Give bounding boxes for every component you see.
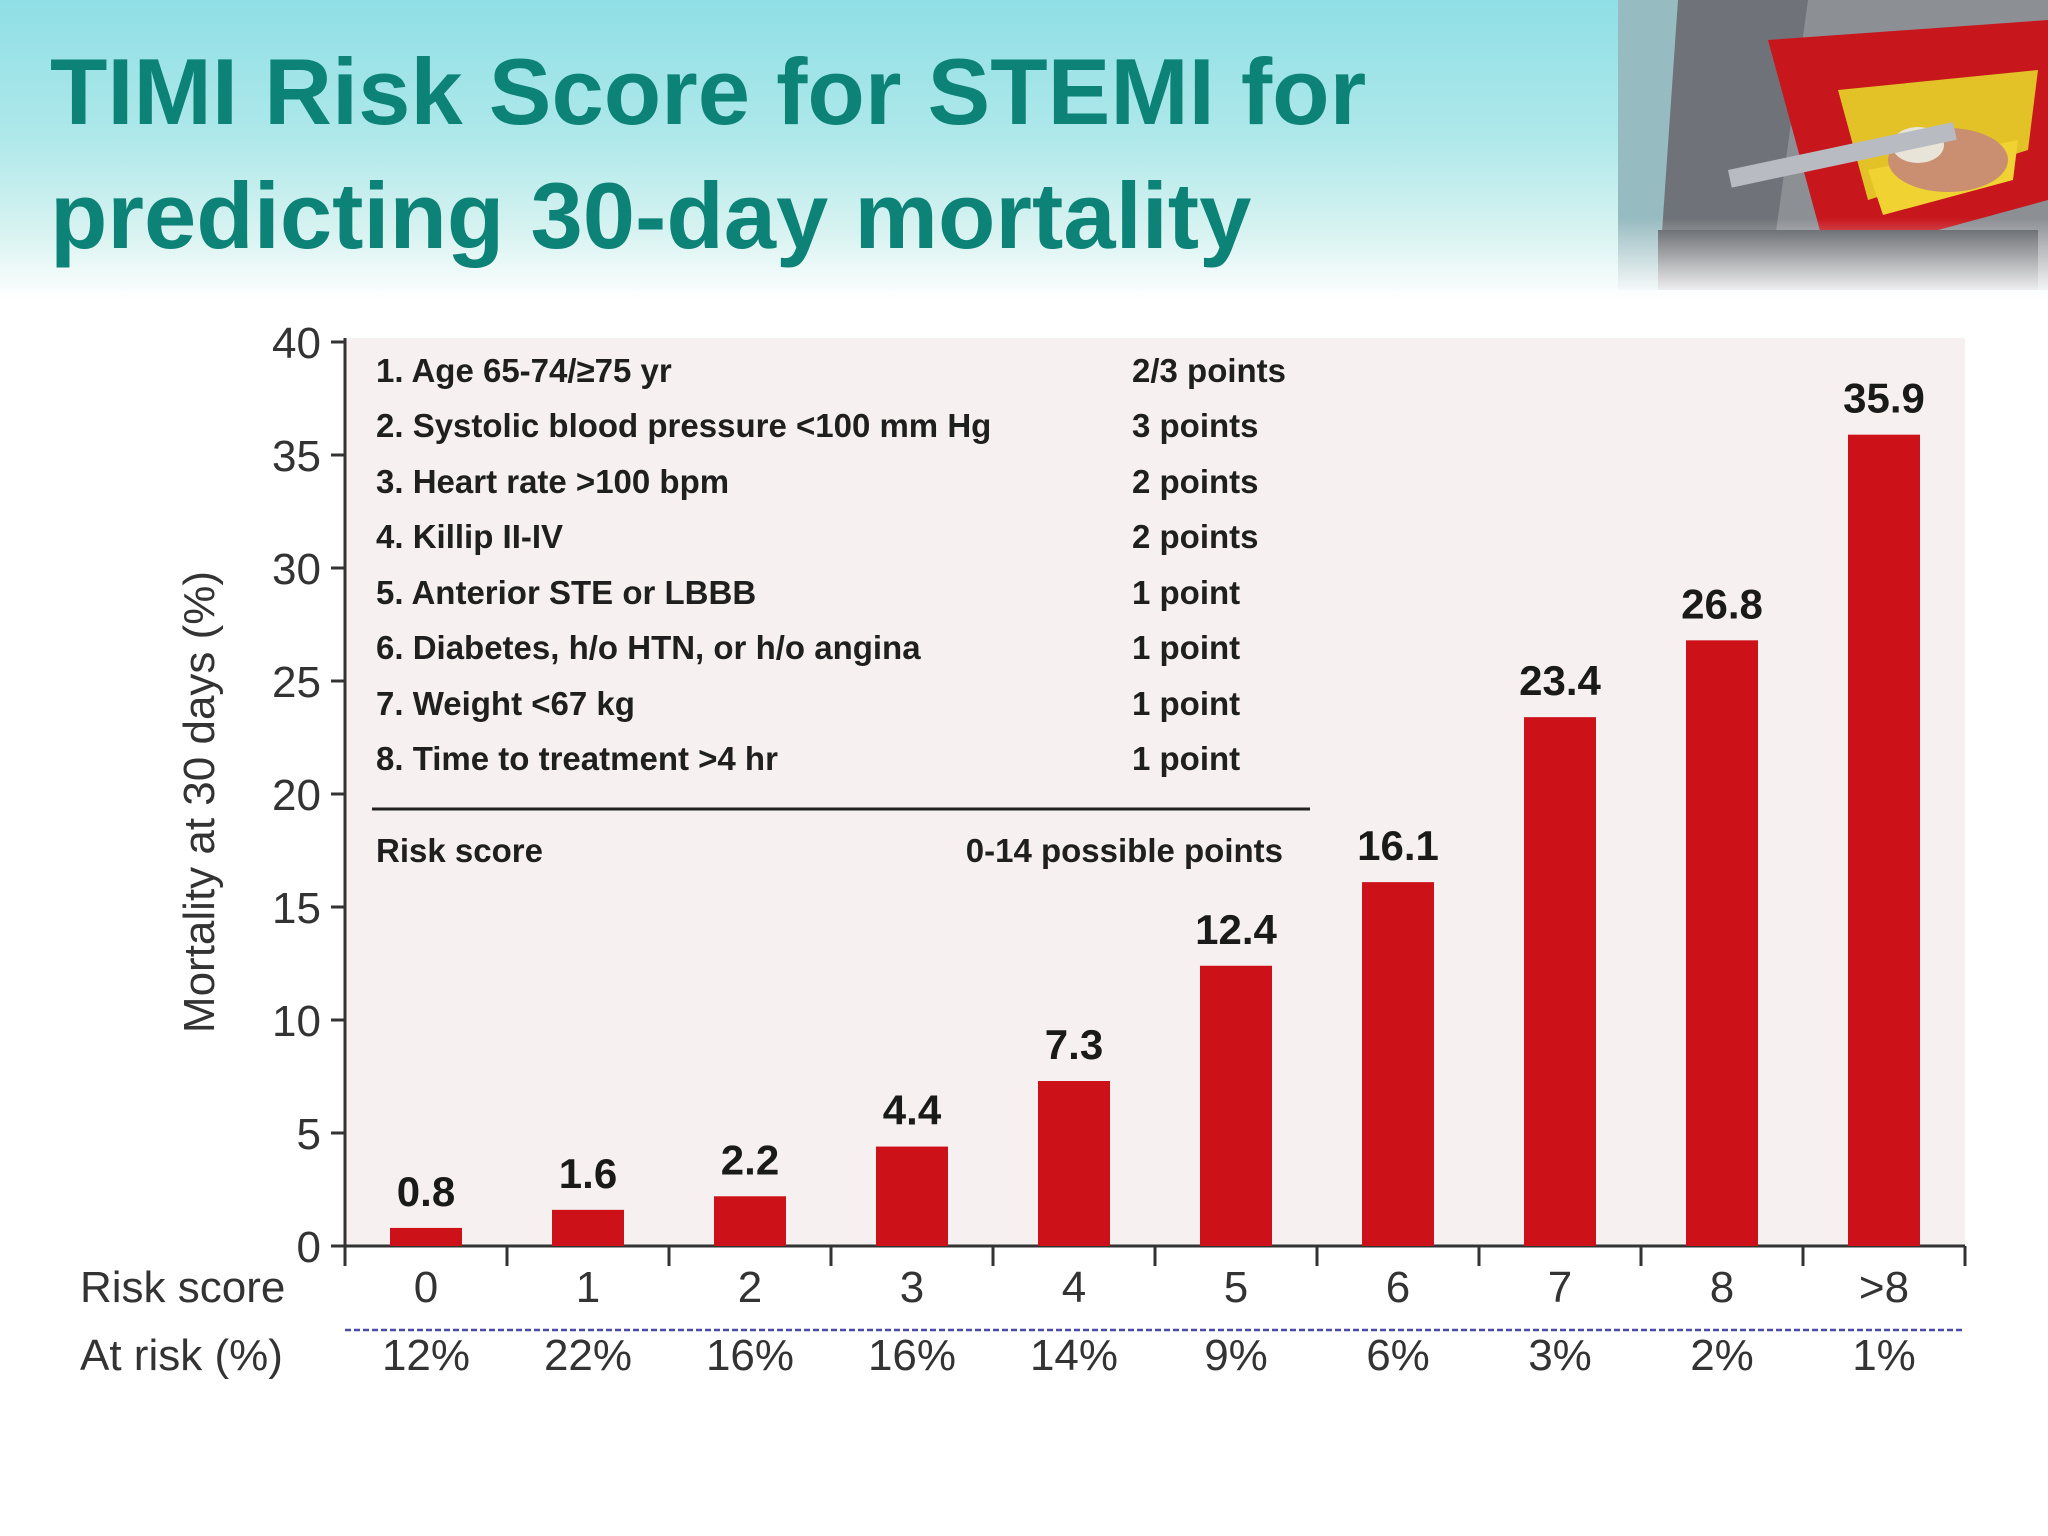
x-tick-label: 8	[1710, 1263, 1734, 1312]
bars	[390, 434, 1920, 1246]
bar-value-labels: 0.8 1.6 2.2 4.4 7.3 12.4 16.1 23.4 26.8 35.9	[397, 375, 1925, 1215]
at-risk-value: 16%	[706, 1331, 794, 1380]
x-tick-label: 4	[1062, 1263, 1086, 1312]
y-tick-label: 40	[272, 319, 321, 368]
criterion-points: 1 point	[1132, 629, 1240, 666]
at-risk-value: 1%	[1852, 1331, 1916, 1380]
x-axis-title: Risk score	[80, 1263, 285, 1312]
criterion-points: 1 point	[1132, 740, 1240, 777]
y-tick-label: 0	[297, 1223, 321, 1272]
bar	[1686, 640, 1758, 1246]
y-tick-label: 10	[272, 997, 321, 1046]
at-risk-value: 9%	[1204, 1331, 1268, 1380]
bar-value-label: 35.9	[1843, 375, 1925, 422]
at-risk-value: 12%	[382, 1331, 470, 1380]
criterion-label: 1. Age 65-74/≥75 yr	[376, 352, 672, 389]
bar-value-label: 1.6	[559, 1150, 617, 1197]
criterion-label: 4. Killip II-IV	[376, 518, 563, 555]
bar-value-label: 4.4	[883, 1087, 942, 1134]
bar-value-label: 7.3	[1045, 1021, 1103, 1068]
criterion-points: 2 points	[1132, 518, 1259, 555]
criterion-label: 6. Diabetes, h/o HTN, or h/o angina	[376, 629, 921, 666]
bar	[876, 1146, 948, 1246]
y-tick-label: 35	[272, 432, 321, 481]
at-risk-value: 14%	[1030, 1331, 1118, 1380]
y-tick-label: 25	[272, 658, 321, 707]
bar-value-label: 26.8	[1681, 580, 1763, 627]
x-tick-label: >8	[1859, 1263, 1909, 1312]
mortality-bar-chart: Mortality at 30 days (%) 051015202530354…	[80, 319, 1967, 1380]
x-tick-label: 2	[738, 1263, 762, 1312]
criterion-label: 8. Time to treatment >4 hr	[376, 740, 778, 777]
ambulance-stretcher-photo	[1618, 0, 2048, 290]
bar-value-label: 16.1	[1357, 822, 1439, 869]
bar	[714, 1196, 786, 1246]
x-tick-label: 1	[576, 1263, 600, 1312]
criterion-label: 2. Systolic blood pressure <100 mm Hg	[376, 407, 991, 444]
x-tick-label: 7	[1548, 1263, 1572, 1312]
y-tick-label: 20	[272, 771, 321, 820]
at-risk-row-label: At risk (%)	[80, 1331, 283, 1380]
bar	[1038, 1081, 1110, 1246]
y-tick-label: 5	[297, 1110, 321, 1159]
risk-score-total-points: 0-14 possible points	[966, 832, 1283, 869]
bar-value-label: 0.8	[397, 1168, 455, 1215]
risk-score-total-label: Risk score	[376, 832, 543, 869]
bar	[390, 1227, 462, 1246]
x-tick-label: 3	[900, 1263, 924, 1312]
bar-value-label: 12.4	[1195, 906, 1277, 953]
criterion-label: 3. Heart rate >100 bpm	[376, 463, 729, 500]
bar-value-label: 2.2	[721, 1136, 779, 1183]
criterion-points: 1 point	[1132, 685, 1240, 722]
y-tick-label: 15	[272, 884, 321, 933]
slide-title: TIMI Risk Score for STEMI for predicting…	[50, 39, 1367, 268]
at-risk-value: 6%	[1366, 1331, 1430, 1380]
y-tick-label: 30	[272, 545, 321, 594]
bar	[1362, 882, 1434, 1246]
legend-criteria: 1. Age 65-74/≥75 yr 2/3 points 2. Systol…	[372, 352, 1310, 869]
criterion-points: 2 points	[1132, 463, 1259, 500]
bar	[1848, 434, 1920, 1246]
x-tick-label: 6	[1386, 1263, 1410, 1312]
x-tick-label: 0	[414, 1263, 438, 1312]
at-risk-value: 16%	[868, 1331, 956, 1380]
bar	[1200, 965, 1272, 1246]
y-axis-title: Mortality at 30 days (%)	[175, 571, 224, 1033]
x-axis: 0 12% 1 22% 2 16% 3 16% 4 14% 5 9% 6 6% 7 3% 8 2% >8 1%	[343, 1244, 1967, 1380]
y-axis: 0 5 10 15 20 25 30 35 40	[272, 319, 347, 1272]
criterion-label: 7. Weight <67 kg	[376, 685, 635, 722]
criterion-points: 2/3 points	[1132, 352, 1286, 389]
bar	[1524, 717, 1596, 1246]
criterion-points: 1 point	[1132, 574, 1240, 611]
at-risk-value: 2%	[1690, 1331, 1754, 1380]
criterion-points: 3 points	[1132, 407, 1259, 444]
bar	[552, 1209, 624, 1246]
at-risk-value: 22%	[544, 1331, 632, 1380]
bar-value-label: 23.4	[1519, 657, 1601, 704]
x-tick-label: 5	[1224, 1263, 1248, 1312]
at-risk-value: 3%	[1528, 1331, 1592, 1380]
criterion-label: 5. Anterior STE or LBBB	[376, 574, 756, 611]
